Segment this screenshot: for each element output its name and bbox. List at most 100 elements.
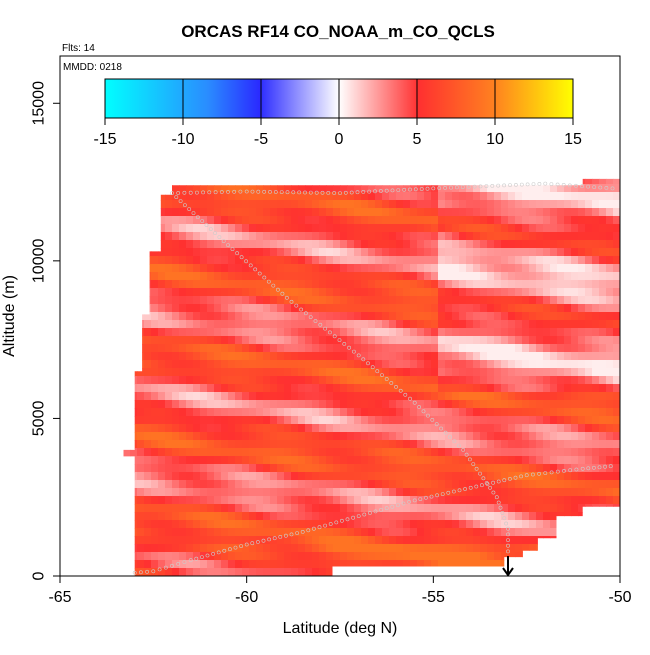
heatmap-cell [312, 168, 320, 177]
heatmap-cell [81, 256, 89, 265]
heatmap-cell [256, 392, 264, 401]
heatmap-cell [410, 272, 418, 281]
heatmap-cell [515, 152, 523, 161]
heatmap-cell [263, 224, 271, 233]
heatmap-cell [487, 312, 495, 321]
heatmap-cell [235, 64, 243, 73]
heatmap-cell [417, 296, 425, 305]
heatmap-cell [305, 208, 313, 217]
heatmap-cell [207, 136, 215, 145]
heatmap-cell [249, 320, 257, 329]
heatmap-cell [452, 192, 460, 201]
heatmap-cell [543, 152, 551, 161]
heatmap-cell [151, 248, 159, 257]
heatmap-cell [88, 536, 96, 545]
heatmap-cell [312, 136, 320, 145]
heatmap-cell [81, 536, 89, 545]
heatmap-cell [375, 216, 383, 225]
heatmap-cell [214, 128, 222, 137]
heatmap-cell [67, 496, 75, 505]
heatmap-cell [333, 408, 341, 417]
heatmap-cell [235, 288, 243, 297]
heatmap-cell [487, 288, 495, 297]
heatmap-cell [263, 440, 271, 449]
heatmap-cell [235, 178, 243, 185]
heatmap-cell [452, 368, 460, 377]
heatmap-cell [501, 352, 509, 361]
heatmap-cell [529, 496, 537, 505]
heatmap-cell [305, 288, 313, 297]
heatmap-cell [389, 192, 397, 201]
heatmap-cell [361, 64, 369, 73]
heatmap-cell [459, 440, 467, 449]
heatmap-cell [592, 520, 600, 529]
heatmap-cell [354, 480, 362, 489]
heatmap-cell [123, 440, 131, 449]
heatmap-cell [67, 80, 75, 89]
heatmap-cell [95, 448, 103, 457]
heatmap-cell [144, 424, 152, 433]
heatmap-cell [284, 392, 292, 401]
heatmap-cell [480, 224, 488, 233]
heatmap-cell [396, 136, 404, 145]
heatmap-cell [186, 272, 194, 281]
heatmap-cell [606, 240, 614, 249]
heatmap-cell [389, 448, 397, 457]
heatmap-cell [564, 536, 572, 545]
heatmap-cell [130, 144, 138, 153]
heatmap-cell [480, 184, 488, 193]
heatmap-cell [361, 152, 369, 161]
heatmap-cell [256, 536, 264, 545]
heatmap-cell [221, 120, 229, 129]
heatmap-cell [74, 352, 82, 361]
heatmap-cell [179, 400, 187, 409]
heatmap-cell [585, 88, 593, 97]
heatmap-cell [375, 264, 383, 273]
heatmap-cell [109, 456, 117, 465]
heatmap-cell [193, 464, 201, 473]
heatmap-cell [417, 536, 425, 545]
heatmap-cell [466, 320, 474, 329]
heatmap-cell [109, 304, 117, 313]
heatmap-cell [592, 368, 600, 377]
heatmap-cell [592, 256, 600, 265]
heatmap-cell [473, 424, 481, 433]
heatmap-cell [396, 504, 404, 513]
heatmap-cell [543, 192, 551, 201]
heatmap-cell [333, 280, 341, 289]
heatmap-cell [522, 272, 530, 281]
heatmap-cell [585, 96, 593, 105]
heatmap-cell [445, 136, 453, 145]
heatmap-cell [60, 168, 68, 177]
heatmap-cell [508, 448, 516, 457]
heatmap-cell [207, 152, 215, 161]
heatmap-cell [333, 488, 341, 497]
heatmap-cell [305, 352, 313, 361]
heatmap-cell [207, 392, 215, 401]
heatmap-cell [403, 528, 411, 537]
heatmap-cell [263, 536, 271, 545]
heatmap-cell [347, 192, 355, 201]
heatmap-cell [382, 488, 390, 497]
heatmap-cell [564, 400, 572, 409]
heatmap-cell [263, 432, 271, 441]
heatmap-cell [221, 368, 229, 377]
heatmap-cell [179, 440, 187, 449]
heatmap-cell [382, 312, 390, 321]
heatmap-cell [585, 360, 593, 369]
heatmap-cell [221, 264, 229, 273]
heatmap-cell [158, 192, 166, 201]
heatmap-cell [361, 488, 369, 497]
heatmap-cell [445, 424, 453, 433]
heatmap-cell [606, 496, 614, 505]
heatmap-cell [165, 424, 173, 433]
heatmap-cell [382, 296, 390, 305]
heatmap-cell [515, 496, 523, 505]
heatmap-cell [585, 152, 593, 161]
heatmap-cell [585, 408, 593, 417]
heatmap-cell [102, 248, 110, 257]
heatmap-cell [291, 520, 299, 529]
heatmap-cell [347, 536, 355, 545]
heatmap-cell [473, 184, 481, 193]
heatmap-cell [557, 264, 565, 273]
